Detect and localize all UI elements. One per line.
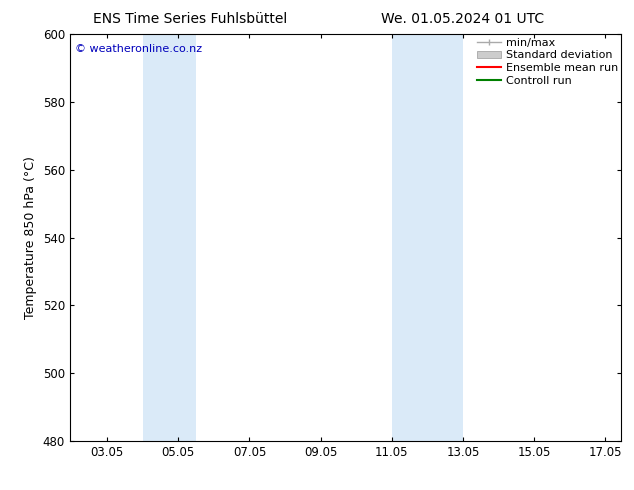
- Text: ENS Time Series Fuhlsbüttel: ENS Time Series Fuhlsbüttel: [93, 12, 287, 26]
- Bar: [392, 34, 463, 441]
- Bar: [143, 34, 196, 441]
- Legend: min/max, Standard deviation, Ensemble mean run, Controll run: min/max, Standard deviation, Ensemble me…: [477, 38, 618, 86]
- Text: We. 01.05.2024 01 UTC: We. 01.05.2024 01 UTC: [381, 12, 545, 26]
- Y-axis label: Temperature 850 hPa (°C): Temperature 850 hPa (°C): [24, 156, 37, 319]
- Text: © weatheronline.co.nz: © weatheronline.co.nz: [75, 45, 202, 54]
